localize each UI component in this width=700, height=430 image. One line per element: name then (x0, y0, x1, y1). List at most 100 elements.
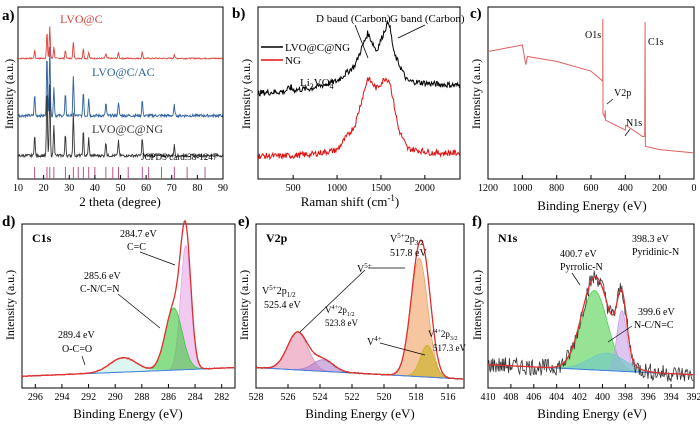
b-series-line (257, 76, 461, 161)
panel-a-letter: a) (2, 8, 15, 24)
d-arrow-oco (81, 355, 86, 366)
c-survey-line (487, 18, 695, 154)
panel-d-curves (21, 219, 236, 378)
f-label-nc: N-C/N=C (634, 320, 674, 331)
x-tick-label: 0 (692, 183, 697, 194)
a-series-line (17, 26, 223, 61)
x-tick-label: 1500 (371, 183, 391, 194)
e-label-5254: 525.4 eV (264, 300, 301, 311)
panel-b-curves (257, 19, 461, 161)
panel-e-ylabel: Intensity (a.u.) (237, 270, 251, 340)
panel-d-xlabel: Binding Energy (eV) (73, 406, 183, 421)
c-label-c1s: C1s (648, 37, 664, 48)
x-tick-label: 60 (141, 183, 151, 194)
x-tick-label: 80 (192, 183, 202, 194)
x-tick-label: 2000 (415, 183, 435, 194)
e-label-v4: V4+ (367, 335, 382, 348)
panel-f-title: N1s (498, 231, 518, 245)
panel-b-ylabel: Intensity (a.u.) (239, 59, 253, 129)
panel-c-ylabel: Intensity (a.u.) (469, 59, 483, 129)
x-tick-label: 528 (249, 392, 264, 403)
fit-component (22, 244, 235, 377)
b-arrow-g (397, 24, 426, 39)
x-tick-label: 296 (28, 392, 43, 403)
f-label-pyrrolic: Pyrrolic-N (560, 262, 603, 273)
x-tick-label: 400 (595, 392, 610, 403)
d-arrow-cc (139, 251, 176, 266)
panel-f-frame (487, 223, 695, 389)
x-tick-label: 404 (549, 392, 564, 403)
e-label-v5-2p32: V5+2p3/2 (390, 232, 424, 247)
b-legend-lvo: LVO@C@NG (285, 42, 350, 54)
e-label-5173: 517.3 eV (433, 343, 466, 353)
x-tick-label: 394 (664, 392, 679, 403)
b-legend-ng: NG (285, 55, 301, 67)
panel-c-xlabel: Binding Energy (eV) (537, 198, 647, 213)
e-label-v5: V5+ (357, 262, 372, 275)
panel-f: f) N1s 410 408 406 404 402 400 398 396 394 392 40… (470, 214, 700, 421)
x-tick-label: 800 (549, 183, 564, 194)
c-label-v2p: V2p (614, 88, 631, 99)
x-tick-label: 526 (281, 392, 296, 403)
panel-b-ticks: 500 1000 1500 2000 (286, 175, 435, 194)
d-label-oco: O-C=O (62, 344, 92, 355)
b-arrow-d (354, 24, 369, 59)
x-tick-label: 292 (81, 392, 96, 403)
a-label-lvo-c: LVO@C (60, 12, 103, 26)
c-arrow-n1s (624, 128, 631, 137)
x-tick-label: 398 (618, 392, 633, 403)
f-arrow-pyrrolic (571, 272, 581, 286)
panel-f-letter: f) (472, 214, 482, 230)
x-tick-label: 600 (584, 183, 599, 194)
panel-e: e) V2p 528 526 524 522 520 518 516 V5+2p3/2 51… (237, 214, 466, 421)
panel-d-letter: d) (2, 214, 15, 230)
panel-c-letter: c) (470, 6, 482, 22)
d-label-cc: C=C (127, 242, 146, 253)
b-label-g-band: G band (Carbon) (390, 13, 465, 25)
f-label-pyridinic: Pyridinic-N (632, 247, 679, 258)
e-label-v4-2p12: V4+2p1/2 (325, 305, 355, 318)
x-tick-label: 400 (618, 183, 633, 194)
x-tick-label: 1000 (327, 183, 347, 194)
panel-a-curves (17, 26, 223, 179)
panel-d-title: C1s (32, 231, 52, 245)
c-arrow-v2p (606, 98, 614, 105)
b-label-li3vo4: Li3VO4 (300, 77, 334, 91)
c-label-n1s: N1s (626, 118, 642, 129)
panel-e-title: V2p (266, 231, 288, 245)
panel-c: c) 1200 1000 800 600 400 200 0 O1s C1s V2p N1s… (469, 6, 697, 213)
panel-e-frame (255, 223, 465, 389)
panel-e-xlabel: Binding Energy (eV) (305, 406, 415, 421)
x-tick-label: 408 (503, 392, 518, 403)
panel-e-ticks: 528 526 524 522 520 518 516 (249, 384, 456, 403)
envelope-line (488, 276, 694, 376)
panel-f-xlabel: Binding Energy (eV) (537, 406, 647, 421)
x-tick-label: 284 (188, 392, 203, 403)
b-label-d-band: D baud (Carbon) (316, 13, 391, 25)
x-tick-label: 1000 (512, 183, 532, 194)
panel-a: a) 10 20 30 40 50 60 70 80 90 LVO@C LVO@C/AC LVO… (2, 6, 228, 209)
panel-b-xlabel: Raman shift (cm-1) (301, 193, 400, 209)
x-tick-label: 520 (377, 392, 392, 403)
panel-b: b) 500 1000 1500 2000 LVO@C@NG NG D baud (C… (232, 6, 465, 209)
x-tick-label: 402 (572, 392, 587, 403)
x-tick-label: 40 (90, 183, 100, 194)
panel-d-frame (21, 223, 236, 389)
x-tick-label: 30 (64, 183, 74, 194)
d-label-2856: 285.6 eV (84, 271, 121, 282)
panel-f-ticks: 410 408 406 404 402 400 398 396 394 392 (481, 384, 700, 403)
x-tick-label: 294 (54, 392, 69, 403)
f-label-4007: 400.7 eV (560, 249, 597, 260)
f-label-3983: 398.3 eV (632, 234, 669, 245)
panel-b-frame (257, 6, 461, 180)
e-label-v4-2p32: V4+2p3/2 (428, 329, 458, 342)
panel-e-curves (255, 239, 465, 380)
e-arrow-v4 (379, 342, 426, 356)
d-label-2847: 284.7 eV (120, 229, 157, 240)
fit-component (22, 357, 235, 377)
x-tick-label: 70 (167, 183, 177, 194)
e-arrow-v5-left (299, 269, 366, 333)
x-tick-label: 516 (441, 392, 456, 403)
panel-d: d) C1s 296 294 292 290 288 286 284 282 284.7 eV… (2, 214, 236, 421)
f-label-3996: 399.6 eV (638, 307, 675, 318)
